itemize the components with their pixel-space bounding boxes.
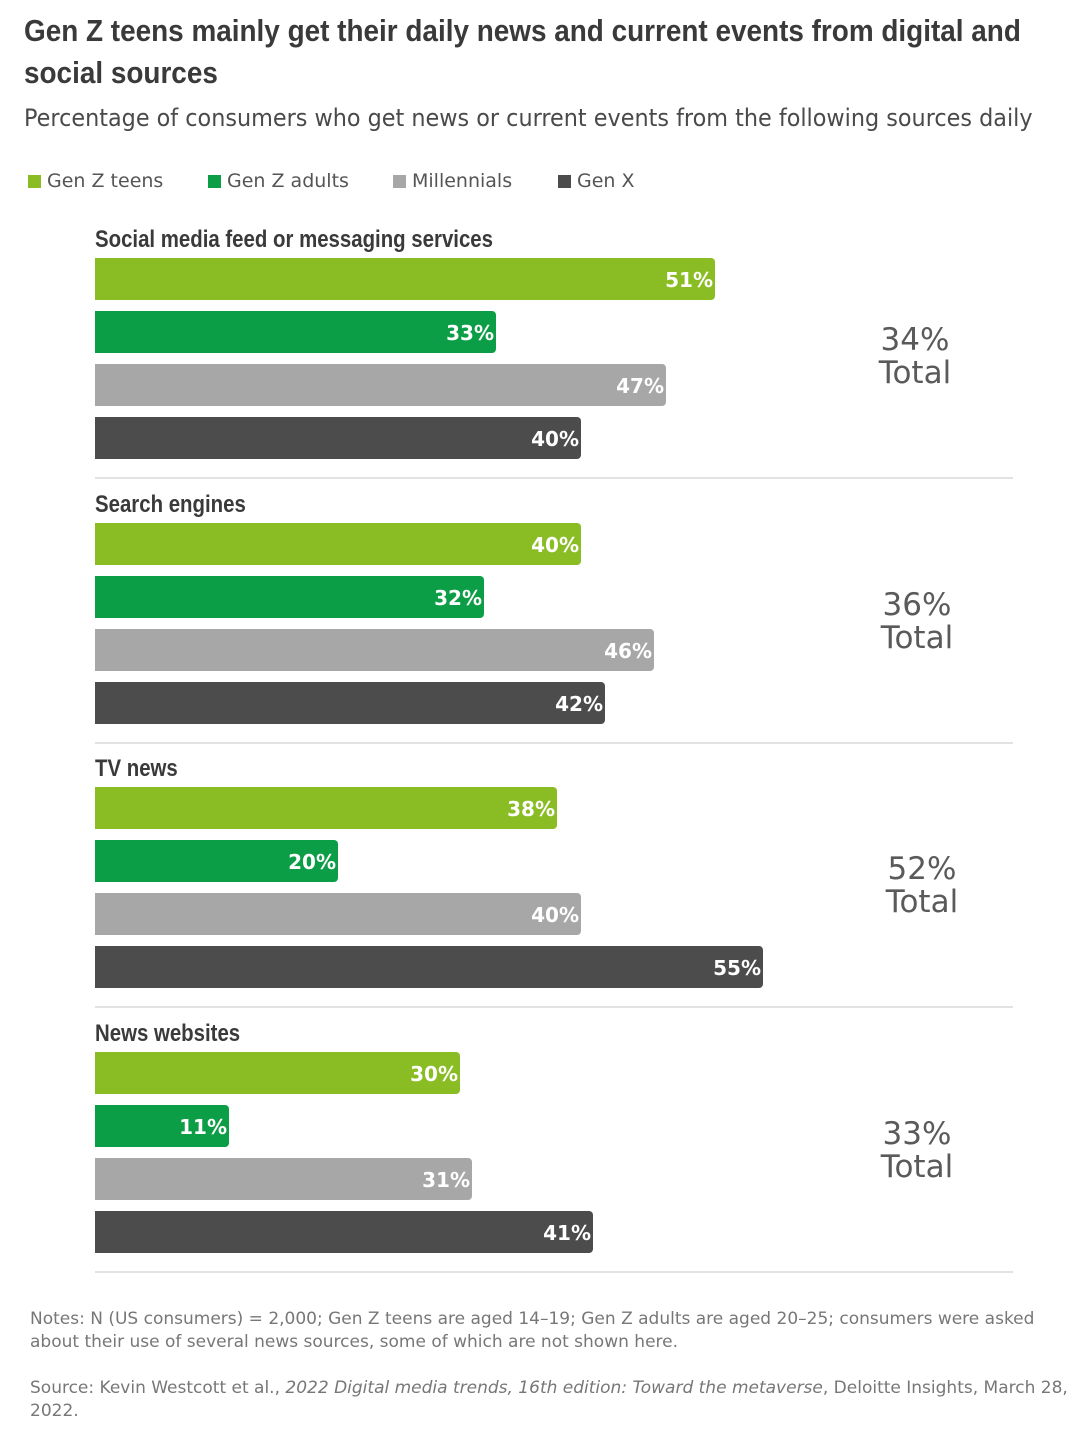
bar-gen-z-adults: 11% bbox=[95, 1104, 229, 1147]
source-prefix: Source: Kevin Westcott et al., bbox=[30, 1378, 286, 1398]
legend-item-gen-z-teens: Gen Z teens bbox=[28, 170, 163, 192]
legend-swatch-gen-z-teens bbox=[28, 174, 41, 188]
chart-title: Gen Z teens mainly get their daily news … bbox=[24, 13, 1021, 90]
bar-gen-z-teens: 40% bbox=[95, 522, 581, 565]
legend: Gen Z teens Gen Z adults Millennials Gen… bbox=[28, 170, 1028, 194]
bar-value-label: 30% bbox=[410, 1061, 458, 1086]
legend-swatch-gen-z-adults bbox=[208, 174, 221, 188]
bar-millennials: 47% bbox=[95, 364, 666, 406]
group-total: 36% Total bbox=[847, 586, 987, 656]
bar-gen-z-teens: 38% bbox=[95, 787, 557, 829]
bar-value-label: 47% bbox=[616, 374, 664, 398]
source-title: 2022 Digital media trends, 16th edition:… bbox=[285, 1378, 823, 1398]
legend-label: Gen X bbox=[577, 170, 635, 192]
group-total-value: 52% bbox=[887, 851, 957, 887]
legend-item-millennials: Millennials bbox=[393, 170, 512, 192]
bar-gen-z-adults: 33% bbox=[95, 311, 496, 353]
bar-value-label: 11% bbox=[179, 1114, 227, 1139]
legend-swatch-gen-x bbox=[558, 174, 571, 188]
bar-value-label: 46% bbox=[604, 638, 652, 663]
chart-source: Source: Kevin Westcott et al., 2022 Digi… bbox=[30, 1377, 1070, 1423]
group-total-value: 36% bbox=[882, 586, 952, 623]
source-suffix: , Deloitte Insights, March 28, 2022. bbox=[30, 1378, 1068, 1421]
legend-item-gen-x: Gen X bbox=[558, 170, 635, 192]
chart-notes: Notes: N (US consumers) = 2,000; Gen Z t… bbox=[30, 1309, 1035, 1352]
group-divider bbox=[95, 477, 1013, 479]
bar-value-label: 32% bbox=[434, 585, 482, 610]
group-divider bbox=[95, 1270, 1013, 1273]
group-total-label: Total bbox=[885, 884, 959, 920]
group-total-value: 33% bbox=[882, 1115, 952, 1152]
bar-value-label: 38% bbox=[507, 797, 555, 821]
group-total: 33% Total bbox=[847, 1115, 987, 1185]
bar-gen-x: 41% bbox=[95, 1210, 593, 1253]
legend-label: Millennials bbox=[412, 170, 513, 192]
group-title: Search engines bbox=[95, 490, 246, 518]
group-title: Social media feed or messaging services bbox=[95, 226, 493, 253]
bar-value-label: 20% bbox=[288, 850, 336, 874]
group-total-label: Total bbox=[880, 1148, 954, 1185]
bar-millennials: 40% bbox=[95, 893, 581, 935]
bar-millennials: 46% bbox=[95, 628, 654, 671]
bar-value-label: 33% bbox=[446, 321, 494, 345]
bar-millennials: 31% bbox=[95, 1157, 472, 1200]
bar-value-label: 42% bbox=[555, 691, 603, 716]
bar-value-label: 40% bbox=[531, 427, 579, 451]
bar-value-label: 31% bbox=[422, 1167, 470, 1192]
bar-value-label: 41% bbox=[543, 1220, 591, 1245]
bar-value-label: 51% bbox=[665, 268, 713, 292]
bar-value-label: 40% bbox=[531, 903, 579, 927]
bar-gen-z-teens: 51% bbox=[95, 258, 715, 300]
legend-item-gen-z-adults: Gen Z adults bbox=[208, 170, 349, 192]
group-total-label: Total bbox=[880, 619, 954, 656]
bar-value-label: 40% bbox=[531, 532, 579, 557]
chart-subtitle: Percentage of consumers who get news or … bbox=[24, 104, 1033, 132]
bar-gen-x: 55% bbox=[95, 946, 763, 988]
group-total: 52% Total bbox=[852, 853, 992, 919]
group-divider bbox=[95, 1006, 1013, 1008]
group-total: 34% Total bbox=[845, 324, 985, 390]
bar-gen-x: 42% bbox=[95, 681, 605, 724]
group-total-label: Total bbox=[878, 355, 952, 391]
bar-gen-z-adults: 32% bbox=[95, 575, 484, 618]
legend-label: Gen Z teens bbox=[47, 170, 164, 192]
group-divider bbox=[95, 741, 1013, 744]
legend-label: Gen Z adults bbox=[227, 170, 349, 192]
legend-swatch-millennials bbox=[393, 174, 406, 188]
group-title: News websites bbox=[95, 1019, 241, 1047]
bar-gen-z-teens: 30% bbox=[95, 1051, 460, 1094]
bar-gen-x: 40% bbox=[95, 417, 581, 459]
bar-gen-z-adults: 20% bbox=[95, 840, 338, 882]
bar-value-label: 55% bbox=[713, 956, 761, 980]
group-total-value: 34% bbox=[880, 322, 950, 358]
group-title: TV news bbox=[95, 755, 178, 782]
